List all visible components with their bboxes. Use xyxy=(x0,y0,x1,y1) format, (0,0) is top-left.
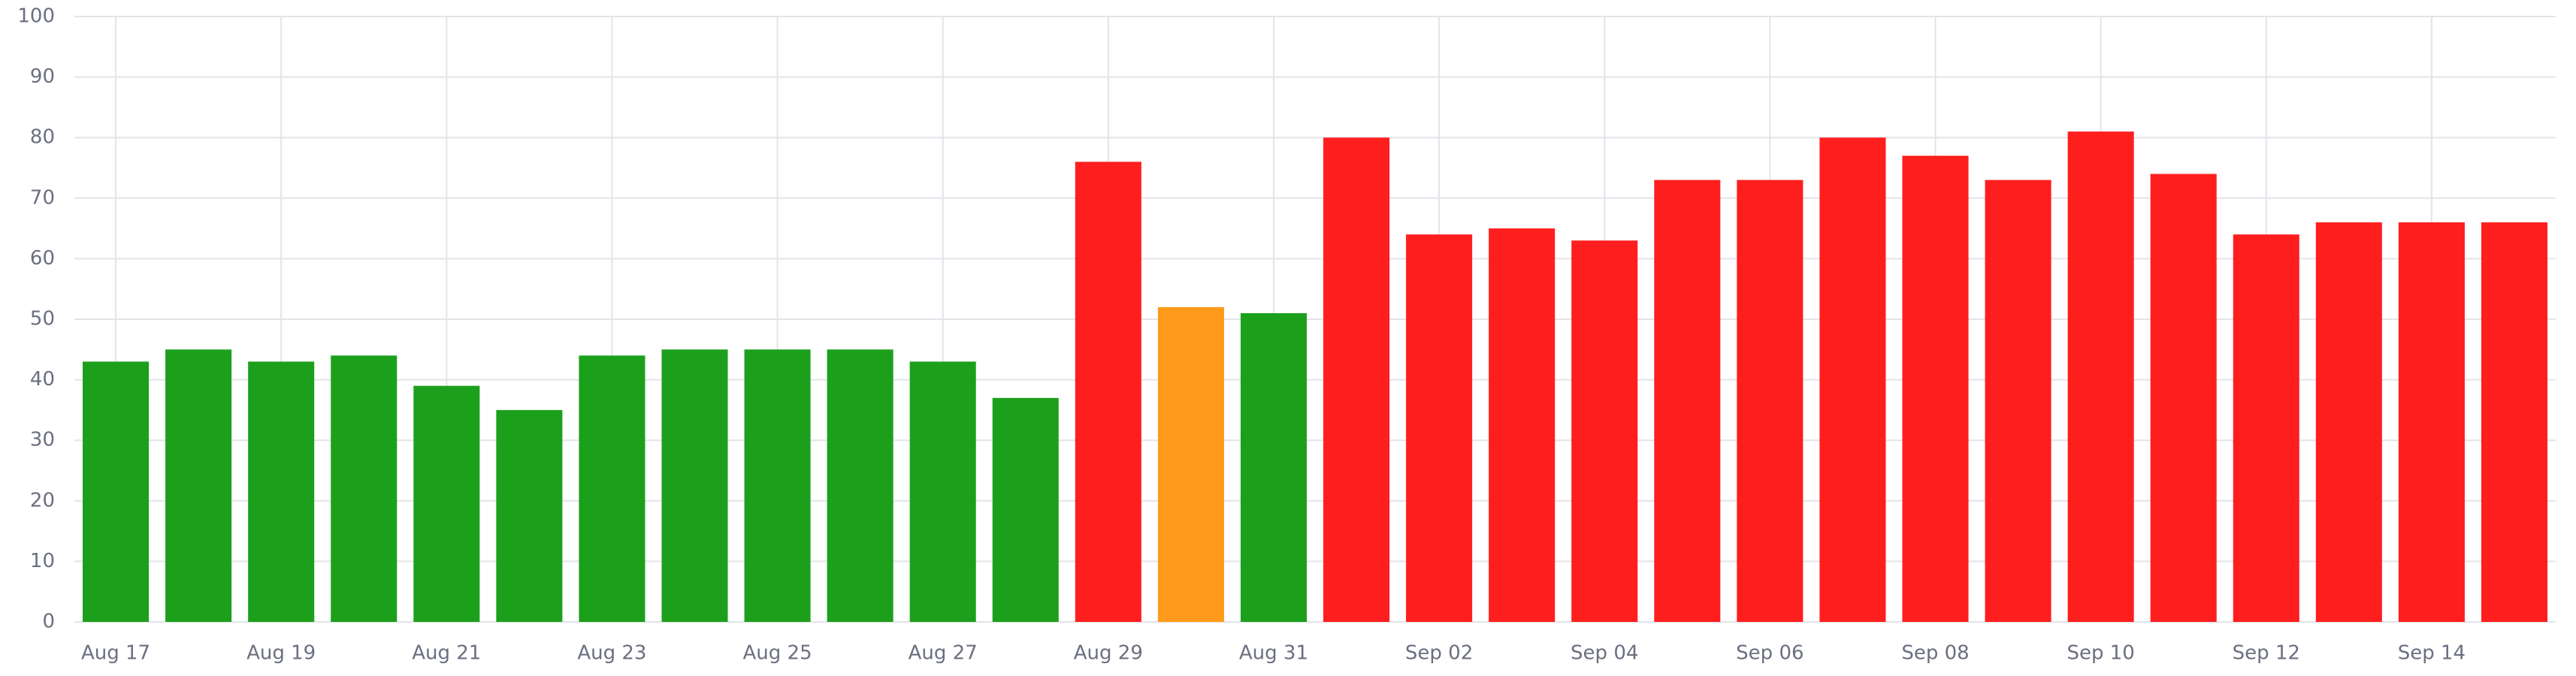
bar xyxy=(1406,234,1473,622)
x-tick-label: Sep 04 xyxy=(1571,642,1638,665)
bar xyxy=(1571,240,1638,622)
bar xyxy=(496,409,563,622)
y-tick-label: 30 xyxy=(30,429,55,451)
bar xyxy=(1737,180,1804,622)
bar xyxy=(331,355,398,622)
bar xyxy=(1489,228,1556,623)
x-tick-label: Aug 23 xyxy=(577,642,646,665)
bar xyxy=(2481,222,2547,622)
x-tick-label: Aug 21 xyxy=(412,642,481,665)
bar xyxy=(2398,222,2465,622)
x-tick-label: Sep 10 xyxy=(2067,642,2134,665)
bar xyxy=(1157,306,1224,622)
bar xyxy=(827,349,893,622)
bar xyxy=(248,361,315,622)
y-tick-label: 100 xyxy=(17,5,55,28)
x-tick-label: Aug 19 xyxy=(246,642,316,665)
y-tick-label: 40 xyxy=(30,368,55,391)
y-tick-label: 90 xyxy=(30,65,55,88)
bar xyxy=(1075,161,1141,622)
bar xyxy=(744,349,811,622)
bar xyxy=(2315,222,2382,622)
bar xyxy=(909,361,976,622)
x-tick-label: Sep 08 xyxy=(1901,642,1969,665)
x-tick-label: Aug 29 xyxy=(1074,642,1143,665)
bar xyxy=(2233,234,2299,622)
bar xyxy=(992,397,1059,622)
x-tick-label: Aug 31 xyxy=(1239,642,1308,665)
bar xyxy=(661,349,728,622)
bar xyxy=(1985,180,2051,622)
y-tick-label: 60 xyxy=(30,247,55,270)
y-tick-label: 10 xyxy=(30,550,55,572)
x-tick-label: Sep 02 xyxy=(1405,642,1473,665)
y-tick-label: 50 xyxy=(30,308,55,330)
x-tick-label: Aug 17 xyxy=(81,642,150,665)
bar xyxy=(1240,312,1307,622)
bar xyxy=(1323,137,1390,622)
bar xyxy=(579,355,646,622)
bar xyxy=(83,361,150,622)
y-tick-label: 0 xyxy=(42,611,55,633)
bar xyxy=(1819,137,1886,622)
x-tick-label: Sep 14 xyxy=(2398,642,2466,665)
y-tick-label: 20 xyxy=(30,489,55,512)
bar xyxy=(1654,180,1721,622)
bar xyxy=(2067,131,2134,622)
x-tick-label: Aug 25 xyxy=(743,642,812,665)
bar xyxy=(165,349,232,622)
y-tick-label: 70 xyxy=(30,186,55,209)
x-tick-label: Sep 12 xyxy=(2233,642,2300,665)
x-tick-label: Sep 06 xyxy=(1736,642,1804,665)
bar xyxy=(413,385,480,622)
y-tick-label: 80 xyxy=(30,126,55,149)
bar xyxy=(1902,155,1969,622)
x-tick-label: Aug 27 xyxy=(909,642,978,665)
bar xyxy=(2150,174,2217,622)
